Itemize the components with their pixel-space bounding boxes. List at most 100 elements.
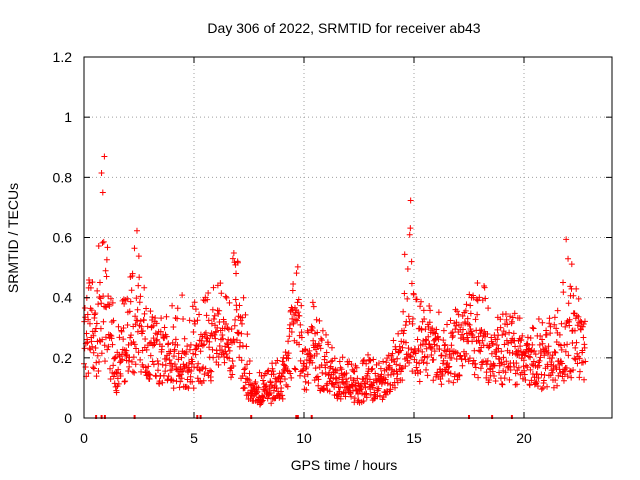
data-point	[91, 311, 98, 318]
data-point	[148, 323, 155, 330]
data-point	[99, 239, 106, 246]
data-point	[199, 342, 206, 349]
data-point	[128, 287, 135, 294]
data-point	[239, 320, 246, 327]
data-point	[475, 333, 482, 340]
data-point	[176, 384, 183, 391]
data-point	[277, 378, 284, 385]
data-point	[136, 299, 143, 306]
y-tick-label: 0.4	[53, 290, 73, 306]
data-point	[484, 357, 491, 364]
data-point	[296, 341, 303, 348]
data-point	[322, 364, 329, 371]
data-point	[170, 324, 177, 331]
data-point	[447, 370, 454, 377]
data-point	[223, 340, 230, 347]
data-point	[278, 373, 285, 380]
data-point	[466, 321, 473, 328]
data-point	[147, 308, 154, 315]
data-point	[449, 332, 456, 339]
data-point	[143, 346, 150, 353]
data-point	[529, 341, 536, 348]
data-point	[207, 377, 214, 384]
data-point	[462, 356, 469, 363]
data-point	[141, 310, 148, 317]
data-point	[123, 352, 130, 359]
data-point	[431, 348, 438, 355]
data-point	[407, 225, 414, 232]
data-point	[573, 339, 580, 346]
data-point	[102, 267, 109, 274]
data-point	[416, 360, 423, 367]
data-point	[524, 341, 531, 348]
data-point	[333, 375, 340, 382]
data-point	[140, 363, 147, 370]
data-point	[308, 327, 315, 334]
data-point	[501, 361, 508, 368]
data-point	[163, 313, 170, 320]
data-point	[565, 300, 572, 307]
data-point	[221, 325, 228, 332]
x-tick-label: 5	[190, 430, 198, 446]
data-point	[163, 333, 170, 340]
data-point	[527, 334, 534, 341]
data-point	[520, 357, 527, 364]
data-point	[572, 315, 579, 322]
data-point	[92, 345, 99, 352]
data-point	[579, 323, 586, 330]
data-point	[580, 334, 587, 341]
data-point	[400, 308, 407, 315]
data-point	[337, 364, 344, 371]
data-point	[211, 331, 218, 338]
data-point	[548, 358, 555, 365]
data-point	[562, 348, 569, 355]
data-point	[281, 376, 288, 383]
data-point	[472, 316, 479, 323]
data-point	[191, 320, 198, 327]
data-point	[212, 335, 219, 342]
data-point	[91, 328, 98, 335]
data-point	[517, 343, 524, 350]
data-point	[403, 354, 410, 361]
data-point	[366, 376, 373, 383]
data-point	[401, 251, 408, 258]
data-point	[242, 365, 249, 372]
data-point	[360, 357, 367, 364]
data-point	[81, 345, 88, 352]
data-point	[450, 379, 457, 386]
data-point	[233, 306, 240, 313]
data-point	[110, 373, 117, 380]
data-point	[216, 307, 223, 314]
data-point	[288, 329, 295, 336]
data-point	[328, 344, 335, 351]
data-point	[89, 343, 96, 350]
data-point	[295, 296, 302, 303]
data-point	[285, 338, 292, 345]
data-point	[226, 299, 233, 306]
data-point	[496, 356, 503, 363]
data-point	[385, 364, 392, 371]
data-point	[530, 325, 537, 332]
data-point	[307, 351, 314, 358]
data-point	[333, 367, 340, 374]
data-point	[554, 307, 561, 314]
data-point	[329, 365, 336, 372]
data-point	[265, 367, 272, 374]
data-point	[523, 362, 530, 369]
data-point	[209, 346, 216, 353]
data-point	[301, 360, 308, 367]
data-point	[355, 397, 362, 404]
data-point	[121, 300, 128, 307]
data-point	[496, 369, 503, 376]
data-point	[158, 315, 165, 322]
data-point	[255, 384, 262, 391]
data-point	[457, 352, 464, 359]
data-point	[132, 321, 139, 328]
data-point	[417, 303, 424, 310]
data-point	[122, 378, 129, 385]
data-point	[215, 310, 222, 317]
data-point	[96, 293, 103, 300]
data-point	[502, 369, 509, 376]
data-point	[522, 352, 529, 359]
data-point	[422, 326, 429, 333]
